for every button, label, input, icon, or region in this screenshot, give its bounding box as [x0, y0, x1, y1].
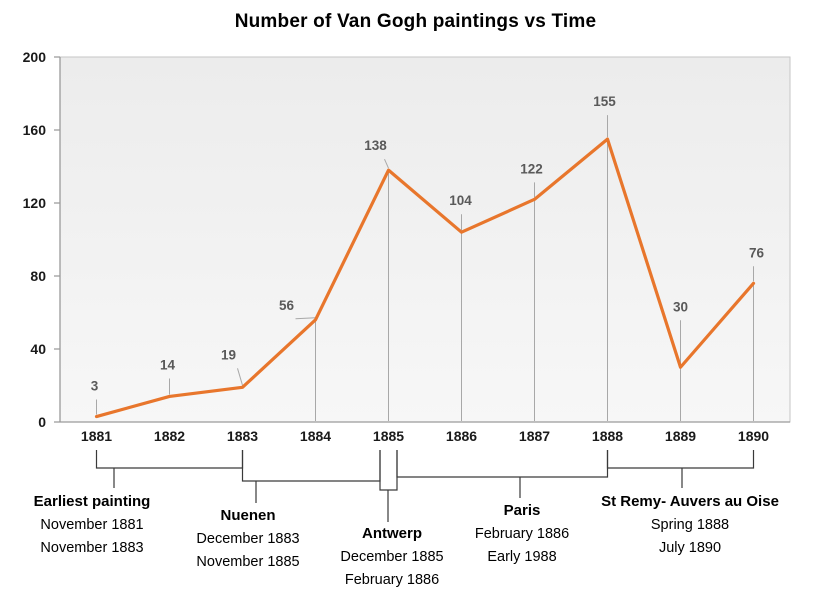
annotation-line: February 1886 [345, 572, 439, 588]
annotation-title: Paris [504, 502, 541, 519]
annotation-line: November 1883 [40, 540, 143, 556]
data-point-label: 14 [160, 357, 176, 372]
x-tick-label: 1884 [300, 428, 331, 444]
x-tick-label: 1885 [373, 428, 404, 444]
x-tick-label: 1881 [81, 428, 112, 444]
y-tick-label: 120 [23, 195, 47, 211]
annotation-line: December 1885 [340, 549, 443, 565]
annotation-line: July 1890 [659, 540, 721, 556]
data-point-label: 104 [449, 193, 472, 208]
x-tick-label: 1886 [446, 428, 477, 444]
annotation-label-group: Earliest painting November 1881 November 1… [34, 493, 151, 556]
annotation-line: November 1885 [196, 554, 299, 570]
annotation-line: December 1883 [196, 531, 299, 547]
label-leader-line [237, 368, 243, 386]
annotation-title: Antwerp [362, 525, 422, 542]
annotation-line: Early 1988 [487, 549, 556, 565]
data-point-label: 138 [364, 138, 387, 153]
chart-title: Number of Van Gogh paintings vs Time [234, 11, 597, 32]
data-point-label: 122 [520, 161, 543, 176]
annotation-line: Spring 1888 [651, 517, 729, 533]
x-axis: 1881 1882 1883 1884 1885 1886 1887 1888 1889 1890 [81, 428, 769, 444]
x-tick-label: 1889 [665, 428, 696, 444]
annotation-title: St Remy- Auvers au Oise [601, 493, 779, 510]
annotation-label-group: Antwerp December 1885 February 1886 [340, 525, 443, 588]
plot-area [59, 56, 791, 423]
data-point-label: 30 [673, 299, 688, 314]
y-tick-label: 200 [23, 49, 47, 65]
annotation-label-group: Nuenen December 1883 November 1885 [196, 507, 299, 570]
label-leader-line [384, 158, 389, 169]
x-tick-label: 1888 [592, 428, 623, 444]
y-tick-label: 0 [38, 414, 46, 430]
data-point-label: 155 [593, 94, 616, 109]
label-leader-line [295, 317, 316, 320]
y-tick-label: 80 [30, 268, 46, 284]
x-tick-label: 1887 [519, 428, 550, 444]
annotation-line: November 1881 [40, 517, 143, 533]
y-tick-label: 40 [30, 341, 46, 357]
annotation-label-group: Paris February 1886 Early 1988 [475, 502, 569, 565]
annotation-bracket [396, 450, 609, 498]
data-point-label: 76 [749, 245, 765, 260]
annotation-line: February 1886 [475, 526, 569, 542]
data-point-label: 19 [221, 347, 236, 362]
x-tick-label: 1882 [154, 428, 185, 444]
annotation-title: Earliest painting [34, 493, 151, 510]
data-series-line [94, 137, 756, 419]
y-axis: 0 40 80 120 160 200 [23, 49, 790, 430]
annotation-title: Nuenen [220, 507, 275, 524]
data-point-label: 56 [279, 298, 295, 313]
data-point-label: 3 [91, 379, 99, 394]
annotation-bracket [241, 450, 381, 503]
y-tick-label: 160 [23, 122, 47, 138]
x-tick-label: 1890 [738, 428, 769, 444]
annotation-bracket [95, 450, 244, 488]
leader-lines [96, 115, 754, 421]
x-tick-label: 1883 [227, 428, 258, 444]
data-point-labels: 3 14 19 56 138 104 122 155 30 76 [91, 94, 765, 393]
annotation-label-group: St Remy- Auvers au Oise Spring 1888 July 1… [601, 493, 779, 556]
annotation-bracket [606, 450, 755, 488]
annotation-bracket [379, 450, 398, 522]
